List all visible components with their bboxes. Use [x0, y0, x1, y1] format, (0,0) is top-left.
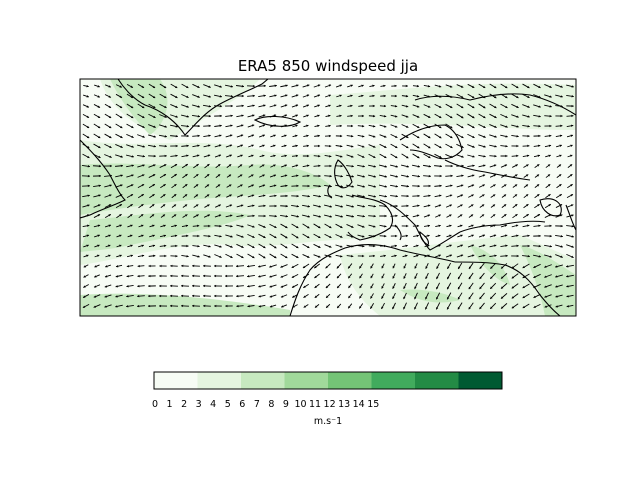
colorbar-swatch [197, 372, 242, 389]
colorbar-swatch [284, 372, 329, 389]
map-frame [79, 78, 577, 317]
colorbar-tick-label: 14 [353, 399, 365, 410]
colorbar-tick-label: 1 [167, 399, 173, 410]
colorbar-swatch [154, 372, 198, 389]
colorbar-swatch [241, 372, 285, 389]
colorbar-tick-label: 13 [338, 399, 350, 410]
map-panel [79, 78, 577, 317]
colorbar-swatch [371, 372, 416, 389]
colorbar-tick-label: 15 [367, 399, 379, 410]
windspeed-contours-strong [80, 79, 576, 316]
colorbar-swatch [458, 372, 503, 389]
map-title: ERA5 850 windspeed jja [238, 57, 418, 75]
colorbar-tick-label: 4 [210, 399, 216, 410]
colorbar-swatch [328, 372, 372, 389]
colorbar-frame [153, 371, 503, 390]
colorbar-tick-label: 0 [152, 399, 158, 410]
colorbar-tick-label: 7 [254, 399, 260, 410]
colorbar-tick-label: 9 [283, 399, 289, 410]
colorbar-tick-label: 12 [324, 399, 336, 410]
colorbar-tick-label: 2 [181, 399, 187, 410]
colorbar: 0 1 2 3 4 5 6 7 8 9 10 11 12 13 14 15 [152, 371, 503, 410]
colorbar-tick-label: 3 [196, 399, 202, 410]
colorbar-swatch [415, 372, 459, 389]
colorbar-tick-label: 8 [268, 399, 274, 410]
colorbar-tick-label: 11 [309, 399, 321, 410]
colorbar-tick-label: 5 [225, 399, 231, 410]
colorbar-unit-label: m.s⁻1 [314, 416, 342, 427]
coastlines [80, 79, 576, 316]
colorbar-tick-label: 6 [239, 399, 245, 410]
wind-vectors [81, 83, 574, 310]
colorbar-tick-label: 10 [294, 399, 306, 410]
